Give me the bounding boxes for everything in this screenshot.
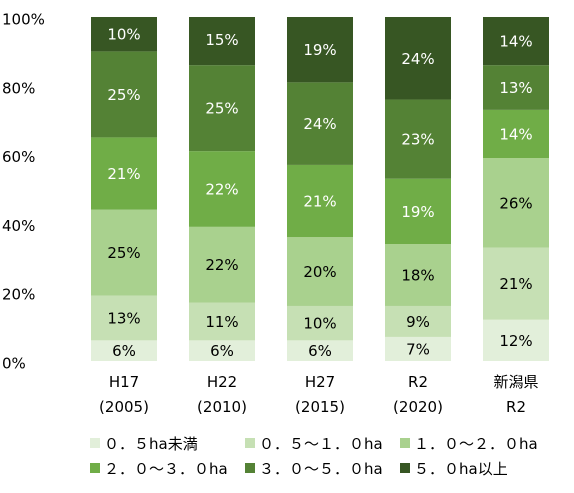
bar-segment xyxy=(189,302,255,341)
data-label: 13% xyxy=(107,310,140,328)
bars xyxy=(91,17,549,361)
bar-segment xyxy=(91,137,157,210)
bar-segment xyxy=(287,305,353,341)
bar-segment xyxy=(189,65,255,152)
bar-segment xyxy=(483,109,549,159)
bar-segment xyxy=(385,305,451,337)
legend-item: １．０～２．０ha xyxy=(400,432,538,454)
bar-segment xyxy=(483,158,549,248)
bar-segment xyxy=(287,17,353,83)
data-label: 22% xyxy=(205,256,238,274)
legend-label: ２．０～３．０ha xyxy=(104,459,228,478)
bar-segment xyxy=(91,340,157,361)
data-label: 21% xyxy=(107,165,140,183)
data-label: 19% xyxy=(401,203,434,221)
data-label: 24% xyxy=(303,115,336,133)
data-label: 24% xyxy=(401,50,434,68)
bar-segment xyxy=(287,164,353,238)
legend-swatch xyxy=(245,463,255,473)
bar-segment xyxy=(189,151,255,227)
data-label: 19% xyxy=(303,41,336,59)
data-label: 26% xyxy=(499,194,532,212)
data-label: 25% xyxy=(107,244,140,262)
x-tick-label: R2 (2020) xyxy=(393,373,443,416)
data-label: 25% xyxy=(205,100,238,118)
data-label: 25% xyxy=(107,86,140,104)
y-tick-label: 80% xyxy=(2,79,35,97)
bar-segment xyxy=(385,244,451,306)
bar-segment xyxy=(483,17,549,66)
legend-item: ０．５ha未満 xyxy=(90,432,198,454)
y-tick-label: 40% xyxy=(2,217,35,235)
legend-swatch xyxy=(400,463,410,473)
bar-segment xyxy=(91,295,157,341)
legend-label: ０．５ha未満 xyxy=(104,434,198,453)
legend-item: ３．０～５．０ha xyxy=(245,457,383,479)
data-label: 14% xyxy=(499,33,532,51)
data-label: 11% xyxy=(205,313,238,331)
data-label: 7% xyxy=(406,340,430,358)
x-tick-label: H17 (2005) xyxy=(99,373,149,416)
data-label: 14% xyxy=(499,125,532,143)
legend-swatch xyxy=(245,438,255,448)
bar-segment xyxy=(189,226,255,303)
bar-segment xyxy=(385,17,451,100)
bar-segment xyxy=(385,99,451,179)
bar-segment xyxy=(483,319,549,361)
x-tick-label: 新潟県 R2 xyxy=(493,373,539,416)
bar-segment xyxy=(385,178,451,245)
data-label: 6% xyxy=(112,342,136,360)
data-label: 6% xyxy=(210,342,234,360)
data-label: 10% xyxy=(303,315,336,333)
legend-swatch xyxy=(400,438,410,448)
legend-label: ０．５～１．０ha xyxy=(259,434,383,453)
bar-segment xyxy=(385,336,451,361)
data-label: 18% xyxy=(401,267,434,285)
legend-swatch xyxy=(90,438,100,448)
data-label: 12% xyxy=(499,332,532,350)
data-label: 22% xyxy=(205,181,238,199)
y-tick-label: 100% xyxy=(2,11,45,29)
bar-segment xyxy=(189,17,255,66)
x-tick-label: H22 (2010) xyxy=(197,373,247,416)
data-label: 13% xyxy=(499,79,532,97)
legend-item: ５．０ha以上 xyxy=(400,457,508,479)
x-tick-label: H27 (2015) xyxy=(295,373,345,416)
bar-segment xyxy=(91,17,157,52)
legend-swatch xyxy=(90,463,100,473)
bar-segment xyxy=(287,82,353,165)
bar-segment xyxy=(483,65,549,110)
data-label: 21% xyxy=(303,193,336,211)
data-label: 6% xyxy=(308,342,332,360)
data-label: 20% xyxy=(303,263,336,281)
bar-segment xyxy=(287,340,353,361)
data-label: 15% xyxy=(205,31,238,49)
data-label: 21% xyxy=(499,275,532,293)
data-label: 23% xyxy=(401,131,434,149)
bar-segment xyxy=(483,247,549,320)
bar-segment xyxy=(91,209,157,296)
legend-item: ２．０～３．０ha xyxy=(90,457,228,479)
data-label: 9% xyxy=(406,313,430,331)
y-tick-label: 20% xyxy=(2,286,35,304)
legend-label: １．０～２．０ha xyxy=(414,434,538,453)
data-label: 10% xyxy=(107,26,140,44)
bar-segment xyxy=(91,51,157,138)
bar-segment xyxy=(189,340,255,361)
legend-label: ３．０～５．０ha xyxy=(259,459,383,478)
y-tick-label: 60% xyxy=(2,148,35,166)
legend-item: ０．５～１．０ha xyxy=(245,432,383,454)
bar-segment xyxy=(287,237,353,306)
legend-label: ５．０ha以上 xyxy=(414,459,508,478)
y-tick-label: 0% xyxy=(2,355,26,373)
